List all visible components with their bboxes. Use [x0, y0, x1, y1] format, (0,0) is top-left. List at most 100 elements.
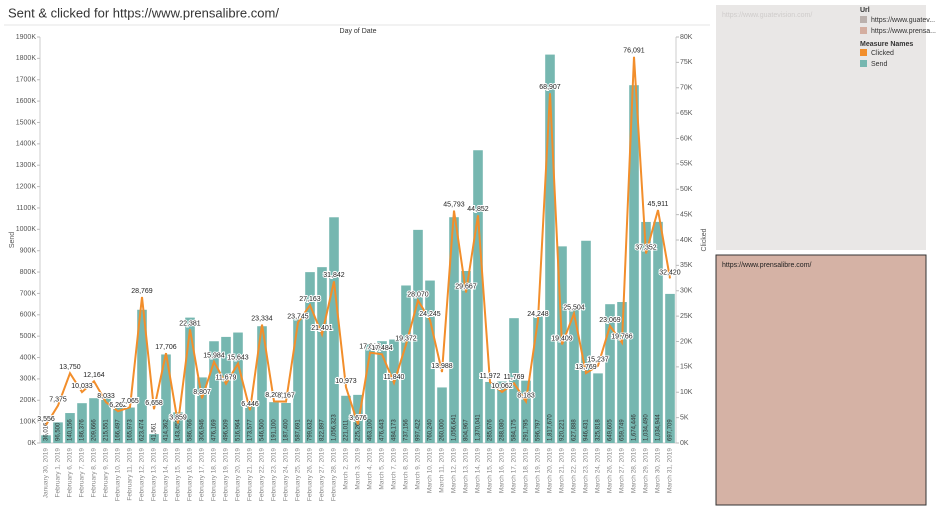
bar	[221, 336, 231, 443]
bar-value-label: 143,458	[176, 419, 182, 441]
y2-tick-label: 80K	[680, 34, 693, 41]
x-tick-label: March 23, 2019	[583, 448, 590, 494]
line-value-label: 6,446	[241, 401, 259, 408]
bar-value-label: 325,818	[596, 419, 602, 441]
bar	[269, 402, 279, 443]
line-value-label: 15,237	[587, 357, 609, 364]
line-value-label: 44,852	[467, 206, 489, 213]
x-tick-label: March 4, 2019	[367, 448, 374, 490]
x-tick-label: March 12, 2019	[451, 448, 458, 494]
bar-value-label: 186,376	[80, 419, 86, 441]
legend-label: Send	[871, 61, 887, 68]
bar	[461, 270, 471, 443]
x-tick-label: February 7, 2019	[79, 448, 86, 498]
bar-value-label: 627,888	[572, 419, 578, 441]
y-tick-label: 100K	[20, 418, 37, 425]
bar-value-label: 484,173	[392, 419, 398, 441]
line-value-label: 32,420	[659, 269, 681, 276]
x-tick-label: March 15, 2019	[487, 448, 494, 494]
line-value-label: 45,911	[648, 201, 669, 208]
bar	[185, 317, 195, 443]
bar	[161, 354, 171, 443]
bar-value-label: 285,676	[488, 419, 494, 441]
x-tick-label: March 28, 2019	[631, 448, 638, 494]
bar	[257, 326, 267, 443]
x-tick-label: March 9, 2019	[415, 448, 422, 490]
y-tick-label: 1800K	[16, 55, 37, 62]
y2-tick-label: 15K	[680, 364, 693, 371]
bar	[197, 377, 207, 443]
bar-value-label: 659,749	[620, 419, 626, 441]
bar	[437, 387, 447, 443]
line-value-label: 8,202	[265, 392, 283, 399]
line-value-label: 24,248	[527, 311, 549, 318]
line-value-label: 8,167	[277, 392, 295, 399]
bar-value-label: 1,056,323	[332, 414, 338, 441]
bar-value-label: 291,795	[524, 419, 530, 441]
x-tick-label: February 12, 2019	[139, 448, 146, 502]
x-tick-label: February 25, 2019	[295, 448, 302, 502]
x-tick-label: March 16, 2019	[499, 448, 506, 494]
bar-value-label: 623,474	[140, 419, 146, 441]
line-value-label: 6,658	[145, 400, 163, 407]
bar-value-label: 997,422	[416, 419, 422, 441]
line-value-label: 17,484	[371, 345, 393, 352]
legend-title: Measure Names	[860, 41, 913, 48]
y2-tick-label: 45K	[680, 211, 693, 218]
bar-value-label: 260,000	[440, 419, 446, 441]
x-tick-label: March 22, 2019	[571, 448, 578, 494]
bar	[41, 435, 51, 443]
line-value-label: 7,375	[49, 396, 67, 403]
bar	[641, 221, 651, 443]
line-value-label: 28,769	[131, 288, 153, 295]
bar-value-label: 476,169	[212, 419, 218, 441]
bar-value-label: 41,561	[152, 422, 158, 441]
bar-value-label: 587,691	[296, 419, 302, 441]
x-tick-label: March 17, 2019	[511, 448, 518, 494]
bar	[665, 293, 675, 443]
legend-label: https://www.guatev...	[871, 17, 935, 24]
bar	[617, 302, 627, 443]
line-value-label: 8,807	[193, 389, 211, 396]
y-tick-label: 400K	[20, 354, 37, 361]
legend-swatch	[860, 49, 867, 56]
bar-value-label: 799,632	[308, 419, 314, 441]
bar-value-label: 1,034,944	[656, 414, 662, 441]
bar	[173, 412, 183, 443]
x-tick-label: February 6, 2019	[67, 448, 74, 498]
x-tick-label: March 2, 2019	[343, 448, 350, 490]
bar-value-label: 173,577	[248, 419, 254, 441]
line-value-label: 11,840	[384, 374, 405, 381]
y-tick-label: 0K	[27, 440, 36, 447]
bar-value-label: 822,897	[320, 419, 326, 441]
panel-url: https://www.prensalibre.com/	[722, 262, 812, 269]
x-tick-label: March 24, 2019	[595, 448, 602, 494]
bar	[89, 398, 99, 443]
bar	[233, 332, 243, 443]
x-tick-label: March 20, 2019	[547, 448, 554, 494]
line-value-label: 19,766	[611, 334, 633, 341]
bar-value-label: 187,400	[284, 419, 290, 441]
bar	[629, 85, 639, 443]
line-value-label: 15,643	[227, 354, 249, 361]
x-tick-label: February 18, 2019	[211, 448, 218, 502]
bar	[281, 402, 291, 443]
line-value-label: 23,745	[287, 313, 309, 320]
bar	[329, 217, 339, 443]
line-value-label: 25,504	[563, 304, 585, 311]
x-tick-label: February 10, 2019	[115, 448, 122, 502]
y-axis-title: Send	[9, 232, 16, 248]
y2-tick-label: 30K	[680, 288, 693, 295]
bar-value-label: 288,080	[500, 419, 506, 441]
bar-value-label: 584,175	[512, 419, 518, 441]
x-tick-label: March 21, 2019	[559, 448, 566, 494]
bar-value-label: 804,967	[464, 419, 470, 441]
line-value-label: 23,334	[251, 315, 273, 322]
x-tick-label: February 19, 2019	[223, 448, 230, 502]
bar	[245, 405, 255, 443]
y2-tick-label: 65K	[680, 110, 693, 117]
bar-value-label: 496,509	[224, 419, 230, 441]
x-tick-label: March 14, 2019	[475, 448, 482, 494]
bar	[569, 308, 579, 443]
